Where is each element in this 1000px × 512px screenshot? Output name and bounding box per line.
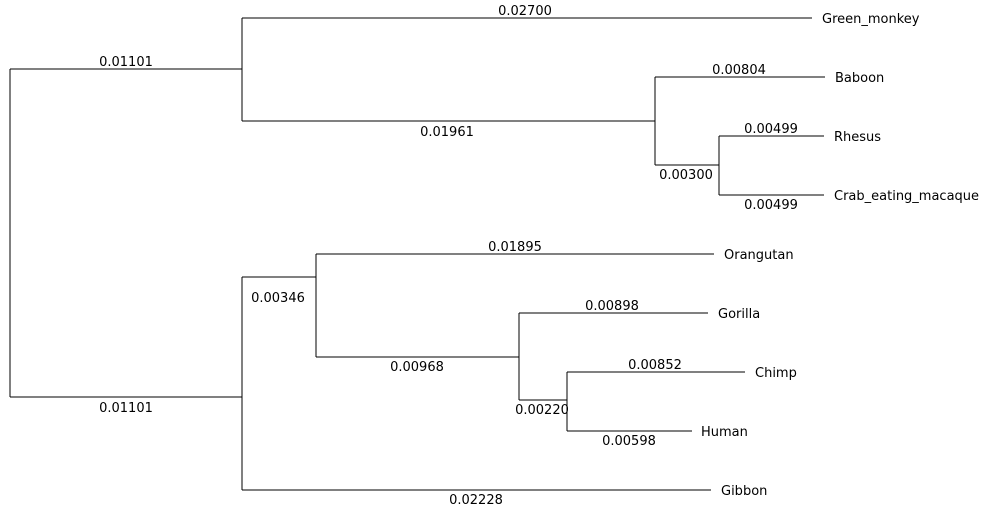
taxon-label-green-monkey: Green_monkey	[822, 12, 920, 27]
branch-length-gorilla: 0.00898	[585, 299, 639, 314]
taxon-label-gorilla: Gorilla	[718, 307, 760, 322]
branch-length-macaque-internal: 0.00300	[659, 168, 713, 183]
taxon-label-human: Human	[701, 425, 748, 440]
branch-length-rhesus: 0.00499	[744, 122, 798, 137]
branch-length-african-ape-internal: 0.00968	[390, 360, 444, 375]
branch-length-green-monkey: 0.02700	[498, 4, 552, 19]
branch-length-chimp-human-internal: 0.00220	[515, 403, 569, 418]
branch-length-crab-eating-macaque: 0.00499	[744, 198, 798, 213]
branch-length-gibbon: 0.02228	[449, 493, 503, 508]
taxon-label-rhesus: Rhesus	[834, 130, 881, 145]
taxon-label-crab-eating-macaque: Crab_eating_macaque	[834, 189, 979, 204]
branch-length-old-world-internal: 0.01961	[420, 125, 474, 140]
taxon-label-orangutan: Orangutan	[724, 248, 794, 263]
branch-length-root-bottom: 0.01101	[99, 401, 153, 416]
branch-length-root-top: 0.01101	[99, 55, 153, 70]
branch-length-chimp: 0.00852	[628, 358, 682, 373]
taxon-label-baboon: Baboon	[835, 71, 884, 86]
branch-length-great-ape-internal: 0.00346	[251, 291, 305, 306]
branch-length-baboon: 0.00804	[712, 63, 766, 78]
branch-length-human: 0.00598	[602, 434, 656, 449]
branch-length-orangutan: 0.01895	[488, 240, 542, 255]
taxon-label-chimp: Chimp	[755, 366, 797, 381]
taxon-label-gibbon: Gibbon	[721, 484, 767, 499]
